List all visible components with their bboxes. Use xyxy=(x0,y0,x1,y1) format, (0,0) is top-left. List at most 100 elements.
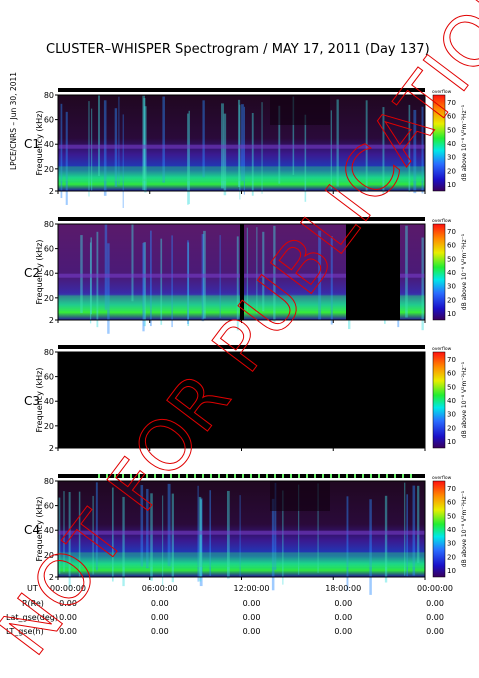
colorbar-tick-label: 40 xyxy=(447,526,456,534)
axis-row-label: UT xyxy=(27,584,38,593)
axis-row: Lat_gse(deg) 0.00 0.00 0.00 0.00 0.00 xyxy=(6,613,444,622)
status-tick xyxy=(106,474,108,478)
panel-label: C3 xyxy=(24,394,40,408)
emission-streak xyxy=(140,485,144,567)
emission-streak xyxy=(330,236,333,325)
emission-streak xyxy=(246,227,248,311)
emission-streak xyxy=(143,98,146,179)
emission-streak xyxy=(243,106,245,195)
status-tick xyxy=(234,474,236,478)
emission-streak xyxy=(96,231,99,328)
status-tick xyxy=(98,474,100,478)
status-tick xyxy=(410,474,412,478)
emission-streak xyxy=(187,113,189,205)
emission-streak xyxy=(413,109,417,194)
y-tick-label: 20 xyxy=(44,165,54,174)
axis-row-value: 0.00 xyxy=(243,613,261,622)
emission-streak xyxy=(88,101,90,197)
emission-streak xyxy=(104,224,108,310)
emission-streak xyxy=(226,490,230,579)
status-tick xyxy=(154,474,156,478)
emission-streak xyxy=(223,113,227,196)
axis-row: R(Re) 0.00 0.00 0.00 0.00 0.00 xyxy=(22,599,444,608)
colorbar xyxy=(432,480,446,578)
emission-streak xyxy=(142,95,146,191)
y-tick-label: 40 xyxy=(44,526,54,535)
status-tick xyxy=(282,474,284,478)
status-tick xyxy=(314,474,316,478)
y-tick-label: 60 xyxy=(44,502,54,511)
status-tick xyxy=(402,474,404,478)
axis-row-value: 0.00 xyxy=(151,627,169,636)
status-tick xyxy=(330,474,332,478)
emission-streak xyxy=(91,108,93,192)
panel-label: C2 xyxy=(24,266,40,280)
status-tick xyxy=(146,474,148,478)
y-tick-label: 80 xyxy=(44,91,54,100)
y-tick-label: 60 xyxy=(44,116,54,125)
status-tick xyxy=(258,474,260,478)
status-tick xyxy=(346,474,348,478)
status-tick xyxy=(194,474,196,478)
time-axis-table: UT 00:00:00 06:00:00 12:00:00 18:00:00 00:00:… xyxy=(6,584,453,636)
emission-streak xyxy=(298,484,300,575)
status-tick xyxy=(202,474,204,478)
emission-streak xyxy=(198,496,202,582)
colorbar-tick-label: 30 xyxy=(447,154,456,162)
emission-streak xyxy=(417,485,420,563)
colorbar-tick-label: 60 xyxy=(447,242,456,250)
axis-row-label: R(Re) xyxy=(22,599,44,608)
emission-streak xyxy=(405,225,408,318)
status-tick xyxy=(378,474,380,478)
emission-streak xyxy=(118,96,120,185)
low-frequency-band xyxy=(58,166,425,182)
emission-streak xyxy=(369,499,372,595)
panel-label: C4 xyxy=(24,523,40,537)
panel-c4: 80 60 40 20 2 Frequency (kHz)C4 overflow 70 60 50… xyxy=(24,474,468,595)
emission-streak xyxy=(271,498,275,591)
y-tick-label: 2 xyxy=(49,573,54,582)
emission-streak xyxy=(241,104,244,181)
panel-c2: 80 60 40 20 2 Frequency (kHz)C2 overflow 70 60 50… xyxy=(24,217,468,334)
status-tick xyxy=(362,474,364,478)
emission-streak xyxy=(89,242,92,324)
emission-streak xyxy=(262,231,265,312)
status-tick xyxy=(226,474,228,478)
emission-streak xyxy=(65,111,68,205)
colorbar-label: dB above 10⁻⁸ V²m⁻²Hz⁻¹ xyxy=(461,104,468,181)
status-bar xyxy=(58,474,425,478)
colorbar-tick-label: 40 xyxy=(447,397,456,405)
status-tick xyxy=(122,474,124,478)
emission-streak xyxy=(68,491,71,588)
colorbar-overflow-label: overflow xyxy=(432,218,452,224)
plasma-line xyxy=(58,144,425,149)
y-tick-label: 80 xyxy=(44,220,54,229)
axis-row-value: 06:00:00 xyxy=(142,584,178,593)
status-tick xyxy=(114,474,116,478)
emission-streak xyxy=(150,493,153,581)
status-tick xyxy=(170,474,172,478)
axis-row-value: 0.00 xyxy=(426,627,444,636)
emission-streak xyxy=(107,243,110,334)
axis-row-value: 18:00:00 xyxy=(325,584,361,593)
emission-streak xyxy=(144,106,147,193)
emission-streak xyxy=(167,483,171,567)
axis-row-label: Lat_gse(deg) xyxy=(6,613,58,622)
colorbar-overflow-label: overflow xyxy=(432,475,452,481)
status-bar xyxy=(58,345,425,349)
axis-row-value: 0.00 xyxy=(59,599,77,608)
data-gap xyxy=(240,224,244,320)
y-axis-label: Frequency (kHz) xyxy=(35,111,44,176)
spectrogram-image xyxy=(58,481,425,577)
status-tick xyxy=(338,474,340,478)
colorbar-tick-label: 50 xyxy=(447,255,456,263)
emission-streak xyxy=(200,499,202,577)
axis-row-value: 00:00:00 xyxy=(417,584,453,593)
emission-streak xyxy=(346,496,349,591)
colorbar-tick-label: 10 xyxy=(447,438,456,446)
y-tick-label: 80 xyxy=(44,477,54,486)
colorbar-label: dB above 10⁻⁸ V²m⁻²Hz⁻¹ xyxy=(461,490,468,567)
colorbar-tick-label: 50 xyxy=(447,126,456,134)
y-axis-label: Frequency (kHz) xyxy=(35,240,44,305)
